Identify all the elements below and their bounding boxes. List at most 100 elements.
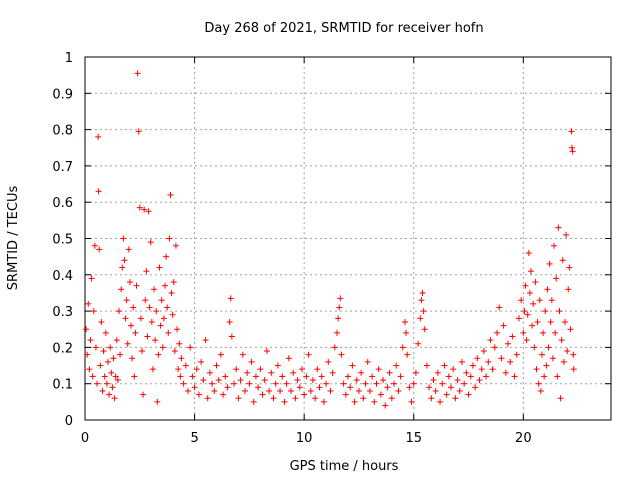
data-point: [391, 380, 398, 387]
x-tick-label: 15: [405, 431, 422, 446]
data-point: [128, 322, 135, 329]
data-point: [250, 398, 257, 405]
data-point: [375, 366, 382, 373]
data-point: [423, 362, 430, 369]
data-point: [233, 366, 240, 373]
data-point: [500, 322, 507, 329]
data-point: [309, 377, 316, 384]
data-point: [161, 282, 168, 289]
data-point: [554, 373, 561, 380]
data-point: [182, 362, 189, 369]
data-point: [248, 358, 255, 365]
data-point: [393, 362, 400, 369]
x-tick-label: 5: [190, 431, 198, 446]
data-point: [532, 279, 539, 286]
data-point: [469, 362, 476, 369]
data-point: [246, 380, 253, 387]
data-point: [97, 362, 104, 369]
data-point: [177, 373, 184, 380]
data-point: [204, 395, 211, 402]
y-tick-label: 0.3: [52, 305, 73, 320]
data-point: [467, 373, 474, 380]
data-point: [222, 373, 229, 380]
data-point: [480, 348, 487, 355]
data-point: [524, 311, 531, 318]
data-point: [110, 355, 117, 362]
grid-lines: [85, 57, 611, 420]
data-point: [406, 384, 413, 391]
data-point: [401, 318, 408, 325]
data-point: [131, 373, 138, 380]
data-point: [337, 295, 344, 302]
data-point: [211, 387, 218, 394]
data-point: [167, 191, 174, 198]
data-point: [437, 398, 444, 405]
data-point: [143, 268, 150, 275]
data-point: [566, 264, 573, 271]
data-point: [461, 380, 468, 387]
data-point: [351, 398, 358, 405]
data-point: [111, 395, 118, 402]
data-point: [397, 373, 404, 380]
data-point: [334, 329, 341, 336]
data-point: [96, 246, 103, 253]
data-point: [410, 380, 417, 387]
data-point: [195, 391, 202, 398]
data-point: [172, 242, 179, 249]
data-point: [421, 326, 428, 333]
data-point: [193, 366, 200, 373]
data-point: [185, 387, 192, 394]
data-point: [281, 398, 288, 405]
data-point: [132, 329, 139, 336]
data-point: [239, 351, 246, 358]
data-point: [509, 333, 516, 340]
data-point: [120, 235, 127, 242]
data-point: [345, 373, 351, 380]
data-point: [148, 318, 155, 325]
data-point: [112, 373, 119, 380]
data-point: [373, 380, 380, 387]
data-point: [202, 337, 209, 344]
data-point: [534, 318, 541, 325]
data-point: [417, 315, 424, 322]
data-point: [443, 391, 450, 398]
data-point: [538, 351, 545, 358]
data-point: [157, 322, 164, 329]
data-point: [166, 235, 173, 242]
data-point: [92, 344, 99, 351]
data-point: [122, 315, 129, 322]
chart-title: Day 268 of 2021, SRMTID for receiver hof…: [204, 21, 483, 36]
data-point: [129, 355, 136, 362]
data-point: [371, 398, 378, 405]
data-point: [98, 318, 105, 325]
data-point: [169, 311, 176, 318]
data-point: [551, 242, 558, 249]
data-point: [237, 377, 244, 384]
y-tick-label: 0.5: [52, 233, 73, 248]
data-point: [489, 366, 496, 373]
data-point: [430, 377, 437, 384]
data-point: [549, 355, 556, 362]
data-point: [548, 297, 555, 304]
data-point: [518, 297, 525, 304]
data-point: [155, 351, 162, 358]
data-point: [399, 344, 406, 351]
data-point: [224, 384, 231, 391]
data-point: [180, 380, 187, 387]
data-point: [160, 315, 167, 322]
data-point: [279, 373, 286, 380]
data-point: [152, 337, 159, 344]
data-point: [533, 366, 540, 373]
data-point: [174, 326, 181, 333]
data-point: [88, 275, 95, 282]
data-point: [274, 362, 281, 369]
y-tick-label: 0: [65, 414, 73, 429]
data-point: [261, 377, 268, 384]
data-point: [292, 395, 299, 402]
data-point: [388, 395, 395, 402]
data-point: [403, 329, 410, 336]
data-point: [522, 282, 529, 289]
data-point: [252, 373, 259, 380]
data-point: [153, 308, 160, 315]
data-point: [498, 355, 505, 362]
